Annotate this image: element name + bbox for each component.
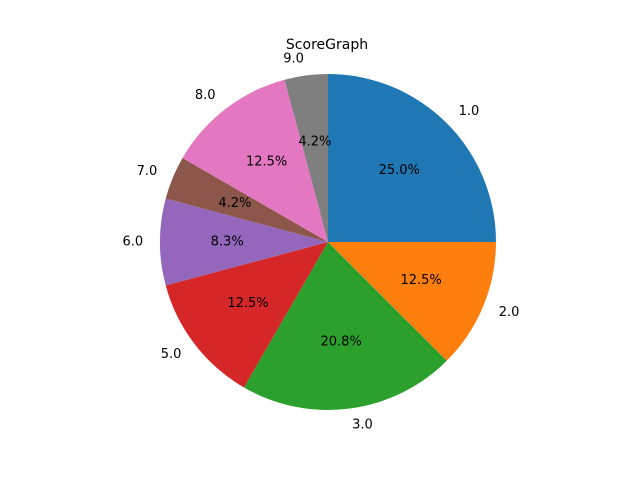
percentage-label-8.0: 12.5% (246, 155, 287, 170)
pie-slice-6.0 (159, 198, 328, 286)
category-label-8.0: 8.0 (195, 88, 216, 103)
pie-slice-8.0 (182, 79, 328, 242)
percentage-label-6.0: 8.3% (211, 235, 244, 250)
percentage-label-7.0: 4.2% (218, 196, 251, 211)
percentage-label-3.0: 20.8% (321, 334, 362, 349)
pie-slice-3.0 (244, 242, 447, 410)
category-label-7.0: 7.0 (137, 164, 158, 179)
chart-title: ScoreGraph (286, 37, 368, 53)
category-label-9.0: 9.0 (283, 51, 304, 66)
pie-slice-7.0 (165, 158, 328, 242)
percentage-label-5.0: 12.5% (227, 296, 268, 311)
pie-slice-1.0 (328, 74, 496, 242)
category-label-1.0: 1.0 (459, 104, 480, 119)
category-label-5.0: 5.0 (161, 347, 182, 362)
pie-slice-5.0 (165, 242, 328, 388)
category-labels: 1.0 2.0 3.0 5.0 6.0 7.0 8.0 9.0 (123, 51, 520, 432)
pie-slice-9.0 (284, 74, 328, 242)
category-label-3.0: 3.0 (352, 418, 373, 433)
category-label-2.0: 2.0 (499, 305, 520, 320)
percentage-label-2.0: 12.5% (400, 273, 441, 288)
percentage-labels: 25.0% 12.5% 20.8% 12.5% 8.3% 4.2% 12.5% 4.2% (211, 135, 442, 350)
category-label-6.0: 6.0 (123, 235, 144, 250)
percentage-label-1.0: 25.0% (379, 163, 420, 178)
percentage-label-9.0: 4.2% (298, 135, 331, 150)
pie-slice-2.0 (328, 242, 496, 361)
pie-slices (159, 74, 496, 410)
